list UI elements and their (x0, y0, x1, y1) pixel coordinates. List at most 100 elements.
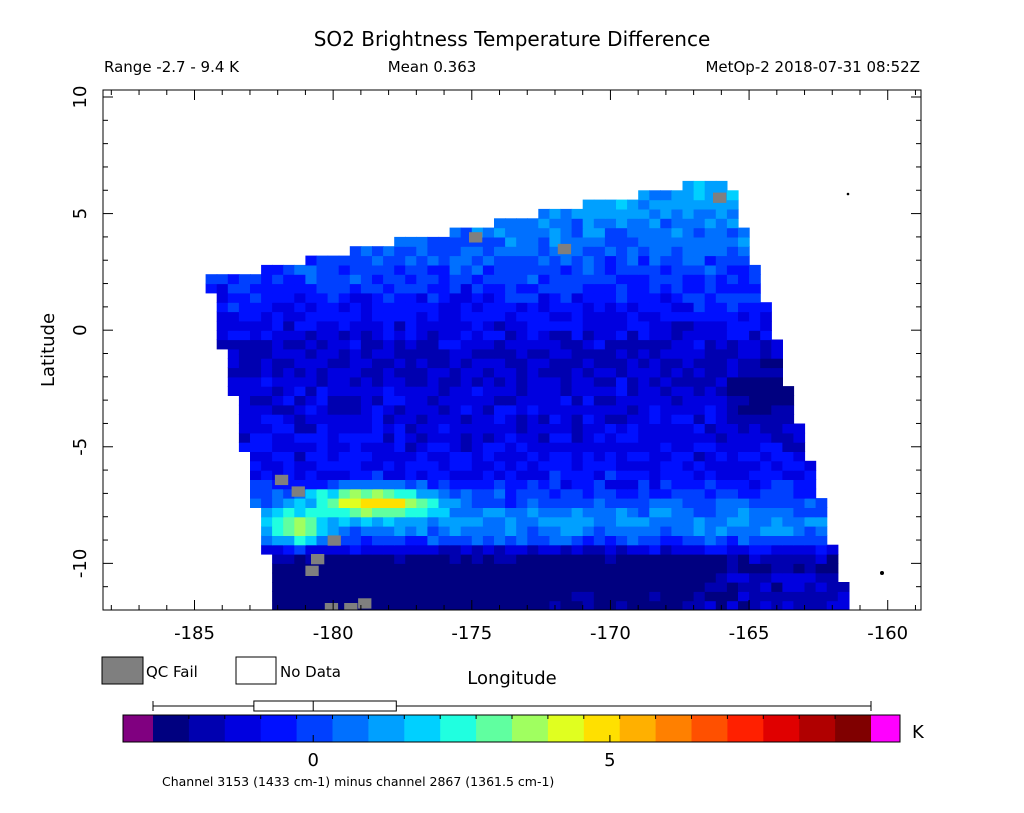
swath-cell (372, 460, 384, 471)
swath-cell (460, 451, 473, 462)
swath-cell (604, 358, 617, 369)
swath-cell (261, 498, 273, 508)
swath-cell (482, 470, 495, 480)
swath-cell (660, 554, 672, 564)
swath-cell (726, 442, 739, 452)
swath-cell (527, 320, 539, 331)
swath-cell (582, 292, 595, 303)
swath-cell (604, 218, 617, 229)
swath-cell (516, 572, 528, 583)
swath-cell (261, 274, 273, 285)
swath-cell (338, 526, 351, 536)
swath-cell (349, 488, 362, 499)
swath-cell (372, 320, 384, 331)
swath-cell (438, 526, 451, 536)
swath-cell (216, 320, 229, 331)
swath-cell (616, 535, 628, 546)
qc-fail-cell (713, 192, 727, 203)
swath-cell (349, 554, 362, 564)
swath-cell (438, 386, 451, 396)
swath-cell (649, 311, 661, 322)
swath-cell (261, 423, 273, 434)
swath-cell (305, 498, 318, 508)
swath-cell (649, 227, 661, 238)
swath-cell (438, 404, 451, 415)
swath-cell (394, 339, 406, 350)
swath-cell (682, 488, 695, 499)
swath-cell (327, 572, 340, 583)
swath-cell (294, 348, 306, 359)
swath-cell (638, 563, 650, 574)
swath-cell (294, 479, 306, 490)
swath-cell (604, 544, 617, 555)
swath-cell (338, 395, 351, 406)
swath-cell (771, 479, 783, 490)
swath-cell (527, 432, 539, 443)
swath-cell (427, 535, 440, 546)
swath-cell (749, 339, 761, 350)
swath-cell (505, 479, 517, 490)
swath-cell (438, 302, 451, 313)
swath-cell (372, 507, 384, 518)
swath-cell (505, 404, 517, 415)
swath-cell (283, 283, 295, 294)
swath-cell (560, 274, 573, 285)
swath-cell (671, 554, 684, 564)
swath-cell (782, 535, 795, 546)
swath-cell (449, 395, 462, 406)
swath-cell (704, 236, 717, 247)
swath-cell (527, 386, 539, 396)
swath-cell (693, 302, 706, 313)
swath-cell (627, 460, 639, 471)
swath-cell (549, 535, 562, 546)
swath-cell (460, 470, 473, 480)
swath-cell (471, 563, 484, 574)
swath-cell (471, 507, 484, 518)
swath-cell (505, 488, 517, 499)
swath-cell (627, 358, 639, 369)
swath-cell (327, 554, 340, 564)
swath-cell (527, 535, 539, 546)
swath-cell (760, 470, 772, 480)
swath-cell (538, 386, 550, 396)
swath-cell (738, 535, 750, 546)
swath-cell (505, 386, 517, 396)
swath-cell (494, 218, 506, 229)
swath-cell (660, 348, 672, 359)
swath-cell (682, 358, 695, 369)
swath-cell (227, 358, 240, 369)
swath-cell (216, 283, 229, 294)
swath-cell (560, 507, 573, 518)
swath-cell (438, 264, 451, 275)
swath-cell (627, 274, 639, 285)
swath-cell (216, 302, 229, 313)
colorbar-segment (440, 715, 477, 742)
swath-cell (660, 320, 672, 331)
swath-cell (627, 488, 639, 499)
swath-cell (294, 311, 306, 322)
swath-cell (715, 591, 728, 602)
swath-cell (405, 395, 417, 406)
swath-cell (394, 516, 406, 527)
swath-cell (593, 442, 606, 452)
swath-cell (449, 498, 462, 508)
swath-cell (627, 264, 639, 275)
swath-cell (338, 451, 351, 462)
swath-cell (449, 479, 462, 490)
swath-cell (693, 339, 706, 350)
swath-cell (471, 302, 484, 313)
swath-cell (449, 283, 462, 294)
swath-cell (627, 330, 639, 341)
swath-cell (482, 423, 495, 434)
swath-cell (815, 544, 828, 555)
swath-cell (671, 348, 684, 359)
swath-cell (582, 432, 595, 443)
swath-cell (372, 516, 384, 527)
swath-cell (327, 470, 340, 480)
swath-cell (604, 488, 617, 499)
swath-cell (549, 479, 562, 490)
swath-cell (771, 348, 783, 359)
swath-cell (482, 348, 495, 359)
swath-cell (704, 535, 717, 546)
swath-cell (616, 367, 628, 378)
